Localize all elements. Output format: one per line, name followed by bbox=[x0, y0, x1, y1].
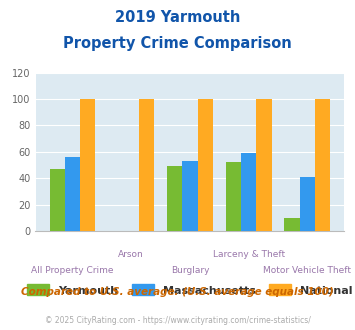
Bar bbox=[284, 218, 300, 231]
Bar bbox=[241, 153, 256, 231]
Legend: Yarmouth, Massachusetts, National: Yarmouth, Massachusetts, National bbox=[27, 284, 353, 296]
Bar bbox=[300, 177, 315, 231]
Bar bbox=[50, 169, 65, 231]
Text: Motor Vehicle Theft: Motor Vehicle Theft bbox=[263, 266, 351, 275]
Text: Property Crime Comparison: Property Crime Comparison bbox=[63, 36, 292, 51]
Text: Compared to U.S. average. (U.S. average equals 100): Compared to U.S. average. (U.S. average … bbox=[21, 287, 334, 297]
Bar bbox=[198, 99, 213, 231]
Bar bbox=[315, 99, 330, 231]
Bar bbox=[139, 99, 154, 231]
Bar bbox=[80, 99, 95, 231]
Bar bbox=[167, 166, 182, 231]
Bar bbox=[65, 157, 80, 231]
Text: Larceny & Theft: Larceny & Theft bbox=[213, 250, 285, 259]
Text: Arson: Arson bbox=[118, 250, 144, 259]
Bar bbox=[256, 99, 272, 231]
Bar bbox=[182, 161, 198, 231]
Text: 2019 Yarmouth: 2019 Yarmouth bbox=[115, 10, 240, 25]
Text: © 2025 CityRating.com - https://www.cityrating.com/crime-statistics/: © 2025 CityRating.com - https://www.city… bbox=[45, 316, 310, 325]
Text: Burglary: Burglary bbox=[171, 266, 209, 275]
Bar bbox=[226, 162, 241, 231]
Text: All Property Crime: All Property Crime bbox=[31, 266, 114, 275]
